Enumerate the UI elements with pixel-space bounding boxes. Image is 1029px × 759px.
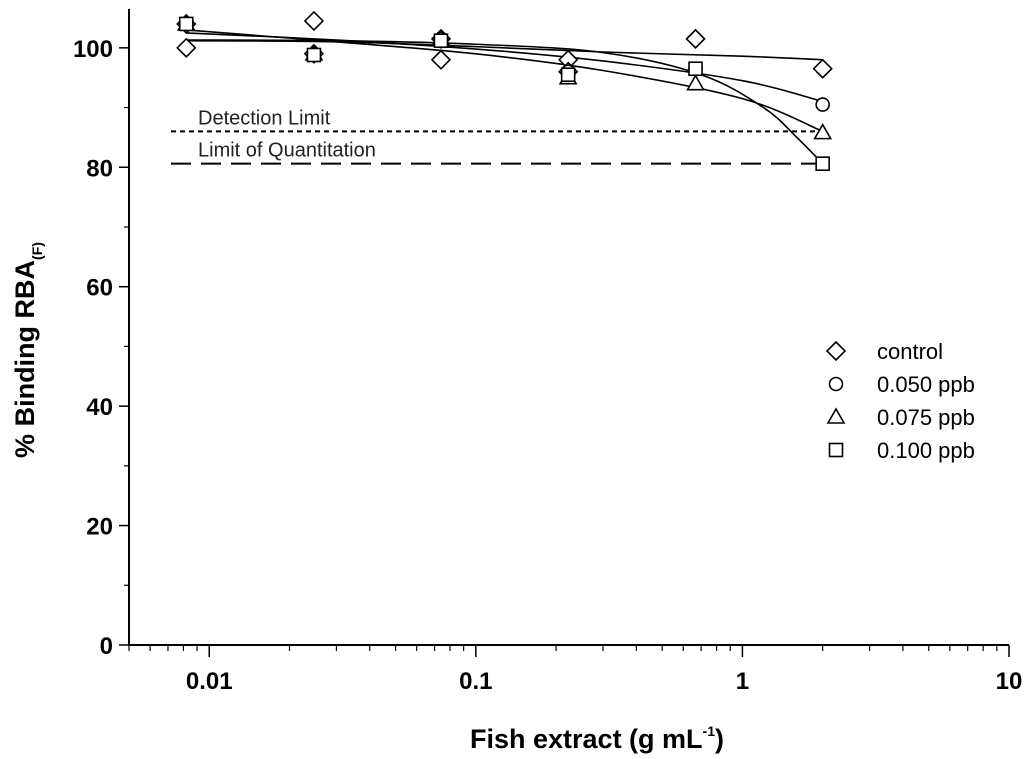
legend-label: control xyxy=(877,339,943,364)
y-tick-label: 0 xyxy=(100,633,113,660)
legend-label: 0.050 ppb xyxy=(877,372,975,397)
y-tick-label: 20 xyxy=(86,514,113,541)
legend-label: 0.075 ppb xyxy=(877,405,975,430)
x-tick-label: 1 xyxy=(736,668,749,695)
square-marker xyxy=(178,16,194,32)
x-tick-label: 0.1 xyxy=(459,668,492,695)
x-axis-title: Fish extract (g mL-1) xyxy=(470,723,724,754)
quantitation-limit-label: Limit of Quantitation xyxy=(198,140,376,162)
y-axis-title: % Binding RBA(F) xyxy=(10,242,45,458)
square-marker xyxy=(815,156,830,171)
square-marker xyxy=(306,47,322,63)
circle-marker xyxy=(815,97,830,112)
y-tick-label: 80 xyxy=(86,155,113,182)
legend-circle-icon xyxy=(828,376,844,392)
fit-curve xyxy=(186,39,823,61)
diamond-marker xyxy=(176,37,197,58)
fit-curve xyxy=(186,29,823,133)
data-markers xyxy=(176,10,833,171)
fit-curve xyxy=(186,39,824,165)
diamond-marker xyxy=(303,10,325,32)
x-tick-label: 10 xyxy=(996,668,1023,695)
legend-triangle-icon xyxy=(826,407,846,424)
square-marker xyxy=(560,67,576,83)
legend-label: 0.100 ppb xyxy=(877,438,975,463)
x-tick-label: 0.01 xyxy=(186,668,233,695)
reference-lines: Detection Limit Limit of Quantitation xyxy=(171,107,823,165)
legend: control 0.050 ppb 0.075 ppb 0.100 ppb xyxy=(825,339,975,463)
legend-square-icon xyxy=(828,442,844,458)
y-tick-label: 100 xyxy=(73,36,113,63)
detection-limit-label: Detection Limit xyxy=(198,107,331,129)
triangle-marker xyxy=(686,74,705,91)
square-marker xyxy=(433,33,449,48)
diamond-marker xyxy=(685,28,706,50)
fit-curves xyxy=(186,29,824,165)
y-tick-label: 40 xyxy=(86,394,113,421)
square-marker xyxy=(688,61,703,77)
diamond-marker xyxy=(812,58,833,79)
legend-diamond-icon xyxy=(825,340,847,362)
y-tick-label: 60 xyxy=(86,275,113,302)
triangle-marker xyxy=(813,123,833,140)
fit-curve xyxy=(186,32,823,103)
diamond-marker xyxy=(430,49,452,70)
